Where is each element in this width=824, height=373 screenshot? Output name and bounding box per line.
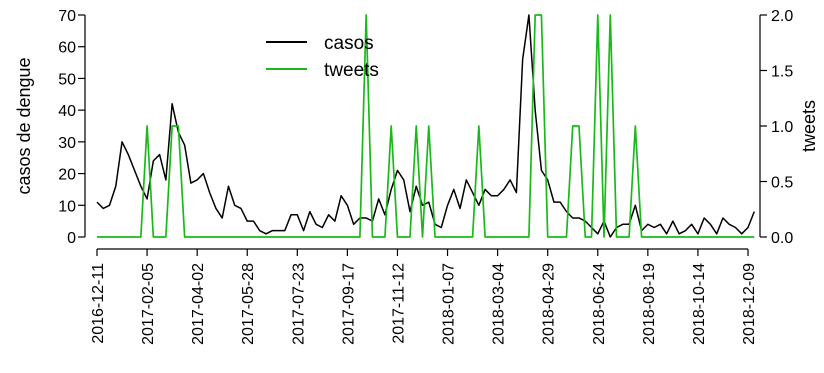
right-axis-tick-label: 1.5 [771,64,793,81]
bottom-axis-tick-label: 2017-05-28 [240,263,257,345]
bottom-axis-tick-label: 2017-02-05 [140,263,157,345]
right-axis-title: tweets [799,100,819,152]
legend-label-tweets: tweets [324,60,379,81]
left-axis-tick-label: 0 [67,230,76,247]
bottom-axis-tick-label: 2018-10-14 [691,263,708,345]
bottom-axis-tick-label: 2018-06-24 [591,263,608,345]
left-axis-tick-label: 60 [58,40,76,57]
axes: 0 10 20 30 40 50 60 70 casos de dengue 0.0 0.5 1.0 1… [14,8,819,345]
bottom-axis-tick-label: 2017-04-02 [190,263,207,345]
legend: casos tweets [266,33,379,81]
series-line-tweets [97,14,755,238]
left-axis-tick-label: 30 [58,135,76,152]
right-axis-tick-label: 2.0 [771,8,793,25]
bottom-axis-tick-label: 2018-01-07 [441,263,458,345]
right-axis-tick-label: 1.0 [771,119,793,136]
bottom-axis-tick-label: 2016-12-11 [90,263,107,344]
bottom-axis-tick-label: 2018-03-04 [491,263,508,345]
bottom-axis-tick-label: 2018-08-19 [641,263,658,345]
bottom-axis-tick-label: 2017-09-17 [340,263,357,345]
bottom-axis-tick-label: 2018-04-29 [541,263,558,345]
left-axis-tick-label: 40 [58,103,76,120]
left-axis-tick-label: 10 [58,198,76,215]
left-axis-tick-label: 50 [58,71,76,88]
left-axis-tick-label: 70 [58,8,76,25]
bottom-axis-tick-label: 2018-12-09 [741,263,758,345]
left-axis-title: casos de dengue [14,57,34,194]
right-axis-tick-label: 0.0 [771,230,793,247]
right-axis-tick-label: 0.5 [771,175,793,192]
series-line-casos [96,14,755,238]
plot-area [96,14,755,238]
bottom-axis-tick-label: 2017-11-12 [391,263,408,344]
bottom-axis-tick-label: 2017-07-23 [290,263,307,345]
legend-label-casos: casos [324,33,374,54]
left-axis-tick-label: 20 [58,167,76,184]
